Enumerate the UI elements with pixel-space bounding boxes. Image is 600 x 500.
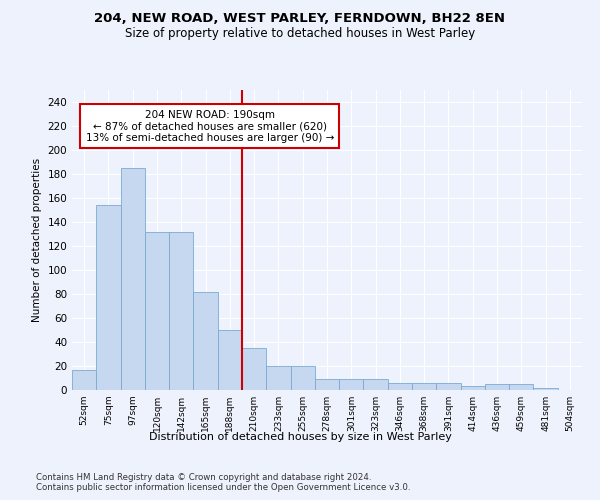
Bar xyxy=(436,383,461,390)
Bar xyxy=(364,379,388,390)
Text: Distribution of detached houses by size in West Parley: Distribution of detached houses by size … xyxy=(149,432,451,442)
Bar xyxy=(339,379,364,390)
Bar xyxy=(388,383,412,390)
Text: 204, NEW ROAD, WEST PARLEY, FERNDOWN, BH22 8EN: 204, NEW ROAD, WEST PARLEY, FERNDOWN, BH… xyxy=(95,12,505,26)
Bar xyxy=(169,232,193,390)
Bar xyxy=(412,383,436,390)
Bar xyxy=(533,388,558,390)
Bar xyxy=(509,384,533,390)
Y-axis label: Number of detached properties: Number of detached properties xyxy=(32,158,42,322)
Text: Size of property relative to detached houses in West Parley: Size of property relative to detached ho… xyxy=(125,28,475,40)
Bar xyxy=(266,366,290,390)
Bar xyxy=(145,232,169,390)
Bar xyxy=(315,379,339,390)
Bar xyxy=(193,292,218,390)
Bar xyxy=(290,366,315,390)
Bar xyxy=(485,384,509,390)
Bar xyxy=(461,386,485,390)
Bar xyxy=(242,348,266,390)
Bar xyxy=(72,370,96,390)
Text: Contains HM Land Registry data © Crown copyright and database right 2024.
Contai: Contains HM Land Registry data © Crown c… xyxy=(36,472,410,492)
Text: 204 NEW ROAD: 190sqm
← 87% of detached houses are smaller (620)
13% of semi-deta: 204 NEW ROAD: 190sqm ← 87% of detached h… xyxy=(86,110,334,142)
Bar xyxy=(96,205,121,390)
Bar xyxy=(218,330,242,390)
Bar xyxy=(121,168,145,390)
